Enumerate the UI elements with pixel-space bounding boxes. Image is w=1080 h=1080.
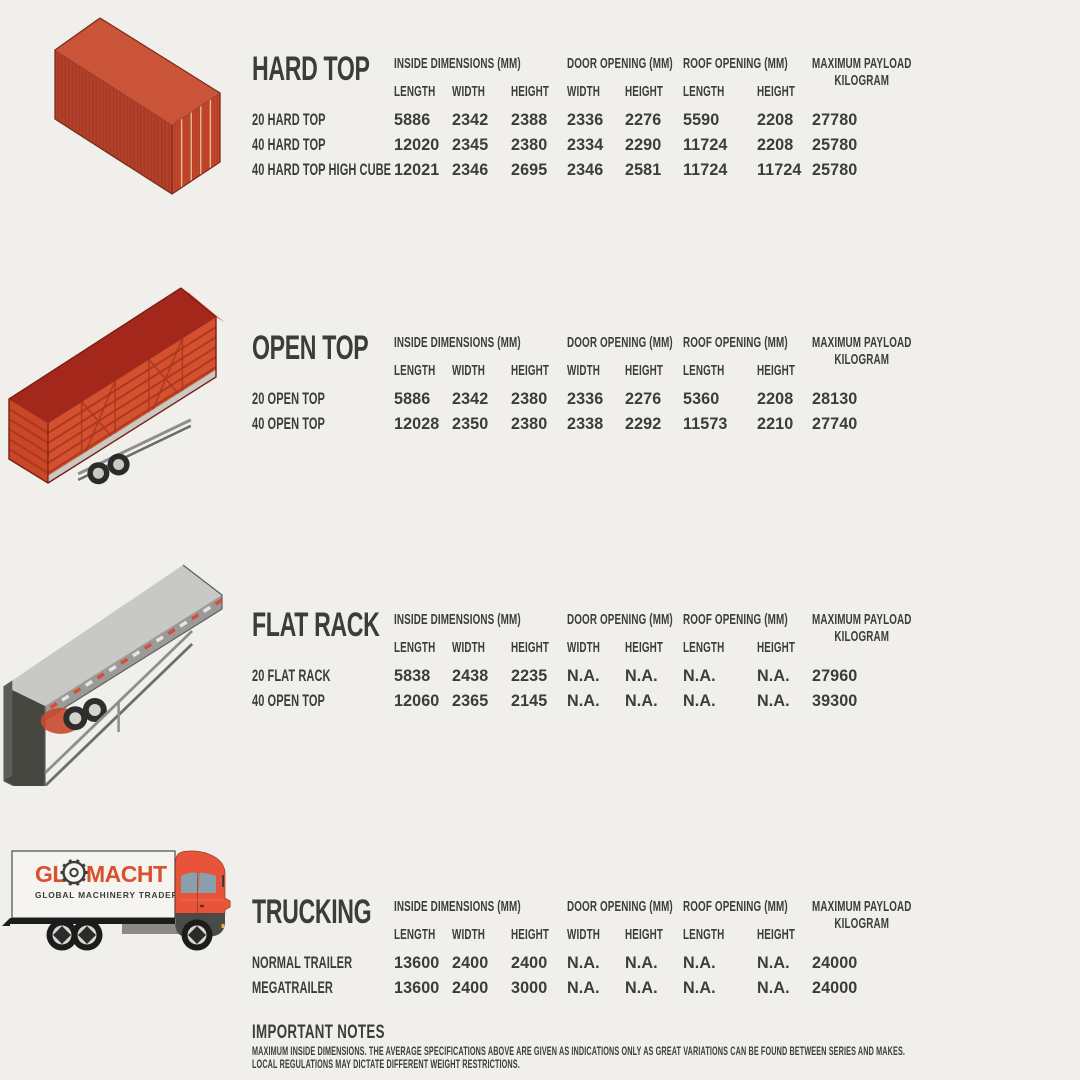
svg-text:GLOBAL MACHINERY TRADER: GLOBAL MACHINERY TRADER [35,890,178,900]
svg-text:MACHT: MACHT [86,861,167,887]
